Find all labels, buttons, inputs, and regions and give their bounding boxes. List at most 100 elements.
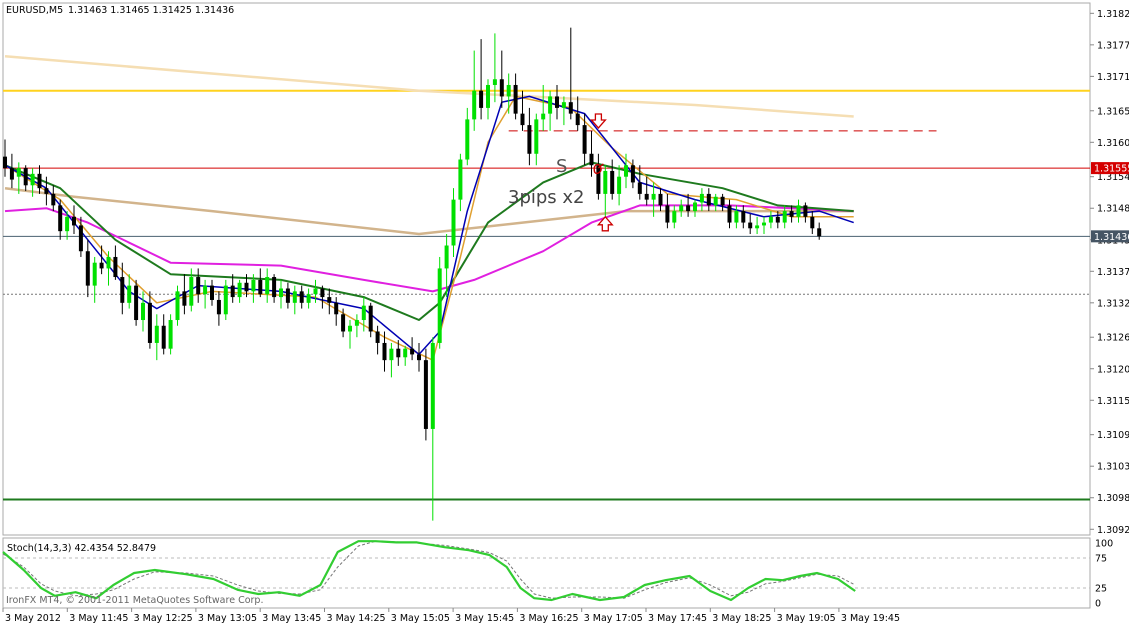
bull-candle (617, 176, 622, 194)
time-tick-label: 3 May 17:05 (584, 613, 643, 624)
bear-candle (196, 277, 201, 295)
bull-candle (486, 84, 490, 108)
price-tick-label: 1.31770 (1097, 40, 1129, 51)
bear-candle (120, 277, 125, 303)
chart-ohlc: 1.31463 1.31465 1.31425 1.31436 (68, 5, 234, 16)
bear-candle (396, 348, 401, 358)
bull-candle (175, 291, 180, 321)
bear-candle (803, 205, 808, 217)
price-tick-label: 1.31150 (1097, 396, 1129, 407)
bear-candle (596, 165, 601, 194)
chart-symbol: EURUSD,M5 (6, 5, 63, 16)
candles (3, 27, 822, 521)
time-tick-label: 3 May 19:45 (841, 613, 900, 624)
bear-candle (134, 285, 139, 321)
time-tick-label: 3 May 19:05 (777, 613, 836, 624)
bull-candle (561, 102, 566, 108)
bear-candle (520, 113, 525, 126)
bull-candle (265, 277, 270, 295)
ma-line-ma_magenta (4, 204, 854, 293)
price-axis: 1.31825 1.31770 1.31715 1.31655 1.31600 1.315… (1090, 9, 1129, 536)
price-tick-label: 1.31320 (1097, 298, 1129, 309)
bear-candle (665, 205, 670, 223)
bear-candle (341, 314, 346, 332)
bear-candle (3, 156, 7, 169)
bull-candle (92, 262, 97, 286)
bear-candle (686, 205, 691, 212)
price-tick-label: 1.31825 (1097, 9, 1129, 20)
time-tick-label: 3 May 13:45 (262, 613, 321, 624)
price-tick-label: 1.31540 (1097, 172, 1129, 183)
bull-candle (472, 90, 477, 120)
bull-candle (16, 168, 21, 177)
bull-candle (672, 211, 677, 223)
bear-candle (527, 125, 532, 154)
price-tick-label: 1.30925 (1097, 525, 1129, 536)
bear-candle (368, 305, 373, 332)
s-label: S (556, 156, 567, 177)
bear-candle (78, 225, 83, 252)
price-tick-label: 1.31375 (1097, 267, 1129, 278)
stoch-tick-label: 25 (1095, 584, 1107, 595)
bull-candle (624, 165, 628, 177)
bear-candle (113, 256, 118, 278)
bull-candle (65, 216, 70, 232)
price-tag-label: 1.31436 (1094, 232, 1129, 243)
time-tick-label: 3 May 2012 (5, 613, 61, 624)
bear-candle (582, 125, 587, 154)
bear-candle (244, 282, 249, 292)
bull-candle (223, 285, 228, 315)
bear-candle (327, 297, 332, 303)
bear-candle (658, 193, 663, 206)
bull-candle (430, 342, 435, 429)
time-tick-label: 3 May 13:05 (198, 613, 257, 624)
bear-candle (51, 193, 56, 206)
price-tick-label: 1.31600 (1097, 138, 1129, 149)
bear-candle (147, 302, 152, 343)
bear-candle (479, 90, 484, 108)
bear-candle (299, 291, 304, 303)
bull-candle (106, 256, 111, 269)
bull-candle (354, 320, 359, 326)
bull-candle (127, 285, 132, 303)
bull-candle (168, 320, 173, 349)
bull-candle (279, 288, 283, 298)
bull-candle (444, 245, 449, 269)
bull-candle (306, 294, 311, 303)
bull-candle (768, 216, 773, 223)
bear-candle (720, 196, 725, 206)
stoch-tick-label: 75 (1095, 554, 1107, 565)
bear-candle (589, 153, 594, 166)
bull-candle (755, 225, 760, 229)
bear-candle (410, 348, 415, 355)
price-tick-label: 1.31655 (1097, 106, 1129, 117)
bear-candle (85, 251, 90, 286)
bear-candle (810, 216, 815, 229)
bear-candle (423, 360, 428, 429)
bear-candle (789, 211, 794, 217)
copyright-text: IronFX MT4, © 2001-2011 MetaQuotes Softw… (6, 595, 263, 606)
bear-candle (216, 299, 221, 315)
bear-candle (382, 342, 387, 361)
bear-candle (637, 182, 642, 194)
price-tick-label: 1.31090 (1097, 430, 1129, 441)
stoch-tick-label: 100 (1095, 539, 1113, 550)
bull-candle (141, 302, 145, 321)
ma-line-ma_orange (4, 95, 854, 361)
bull-candle (451, 199, 456, 246)
price-pane (2, 2, 1091, 536)
bull-candle (796, 205, 801, 217)
price-tick-label: 1.31035 (1097, 462, 1129, 473)
bear-candle (320, 288, 325, 298)
bull-candle (465, 119, 470, 160)
bull-candle (203, 285, 208, 295)
bull-candle (603, 170, 608, 194)
bear-candle (210, 285, 214, 300)
bear-candle (258, 279, 263, 295)
bear-candle (44, 188, 49, 194)
bear-candle (610, 170, 615, 194)
stoch-signal-line (2, 540, 856, 599)
bull-candle (237, 282, 242, 298)
time-tick-label: 3 May 18:25 (712, 613, 771, 624)
